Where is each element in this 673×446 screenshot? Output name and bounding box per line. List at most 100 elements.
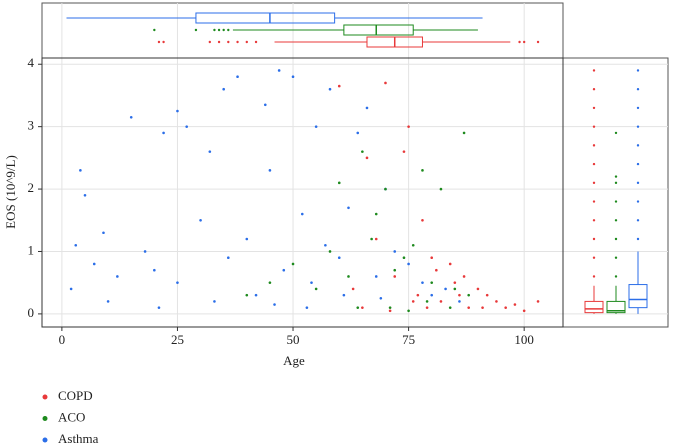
point bbox=[379, 296, 383, 300]
box bbox=[628, 284, 648, 309]
point bbox=[268, 169, 272, 172]
outlier bbox=[194, 28, 198, 32]
point bbox=[213, 300, 216, 303]
point bbox=[504, 306, 507, 309]
point bbox=[153, 268, 156, 272]
point bbox=[351, 287, 355, 291]
legend-marker bbox=[42, 394, 48, 400]
point bbox=[254, 293, 258, 297]
outlier bbox=[614, 181, 618, 185]
outlier bbox=[614, 275, 618, 278]
outlier bbox=[636, 69, 640, 72]
outlier bbox=[236, 40, 239, 44]
point bbox=[347, 275, 350, 278]
point bbox=[236, 75, 239, 79]
box bbox=[584, 300, 604, 314]
point bbox=[92, 262, 96, 266]
point bbox=[393, 268, 397, 272]
point bbox=[374, 275, 378, 278]
x-tick-label: 0 bbox=[59, 332, 66, 347]
point bbox=[476, 287, 480, 291]
outlier bbox=[592, 200, 596, 203]
box bbox=[606, 300, 626, 314]
outlier bbox=[536, 40, 540, 44]
point bbox=[421, 281, 424, 284]
y-tick-label: 0 bbox=[28, 305, 35, 320]
point bbox=[324, 243, 327, 247]
y-tick-label: 1 bbox=[28, 242, 35, 257]
outlier bbox=[636, 200, 640, 203]
point bbox=[421, 218, 424, 222]
point bbox=[448, 306, 452, 309]
point bbox=[462, 131, 466, 135]
point bbox=[116, 275, 119, 278]
point bbox=[347, 206, 350, 210]
point bbox=[361, 306, 364, 309]
y-tick-label: 4 bbox=[28, 55, 35, 70]
point bbox=[430, 293, 434, 297]
outlier bbox=[636, 181, 640, 185]
outlier bbox=[592, 181, 596, 185]
point bbox=[393, 275, 397, 278]
point bbox=[337, 256, 341, 260]
x-tick-label: 75 bbox=[402, 332, 415, 347]
point bbox=[314, 125, 318, 128]
point bbox=[176, 109, 179, 113]
point bbox=[458, 293, 461, 297]
point bbox=[365, 156, 369, 160]
point bbox=[157, 306, 161, 309]
point bbox=[102, 231, 105, 235]
point bbox=[481, 306, 484, 309]
legend-label: Asthma bbox=[58, 431, 99, 446]
point bbox=[342, 293, 346, 297]
box bbox=[195, 12, 336, 24]
point bbox=[453, 287, 457, 291]
point bbox=[310, 281, 313, 284]
point bbox=[439, 187, 443, 191]
point bbox=[222, 87, 225, 91]
point bbox=[273, 303, 276, 306]
point bbox=[425, 306, 429, 309]
point bbox=[407, 125, 410, 128]
y-tick-label: 3 bbox=[28, 118, 35, 133]
outlier bbox=[217, 28, 221, 32]
point bbox=[388, 306, 392, 309]
outlier bbox=[592, 237, 596, 241]
point bbox=[430, 281, 434, 284]
point bbox=[83, 194, 87, 197]
plot-frame bbox=[41, 57, 564, 328]
legend-label: COPD bbox=[58, 388, 93, 403]
legend-label: ACO bbox=[58, 409, 85, 424]
point bbox=[328, 87, 332, 91]
point bbox=[411, 243, 415, 247]
outlier bbox=[592, 162, 596, 166]
outlier bbox=[222, 28, 225, 32]
outlier bbox=[227, 28, 230, 32]
legend-marker bbox=[42, 416, 48, 421]
outlier bbox=[245, 40, 248, 44]
point bbox=[277, 69, 281, 72]
outlier bbox=[614, 219, 618, 222]
point bbox=[143, 250, 147, 253]
point bbox=[421, 169, 424, 172]
outlier bbox=[592, 256, 596, 259]
outlier bbox=[522, 40, 526, 44]
point bbox=[74, 243, 78, 247]
point bbox=[305, 306, 309, 309]
point bbox=[536, 300, 540, 303]
outlier bbox=[153, 28, 156, 32]
point bbox=[79, 169, 82, 172]
outlier bbox=[636, 144, 640, 147]
outlier bbox=[592, 125, 596, 128]
outlier bbox=[162, 40, 165, 44]
point bbox=[462, 275, 466, 278]
legend-marker bbox=[42, 437, 48, 443]
point bbox=[337, 181, 341, 185]
outlier bbox=[592, 69, 596, 72]
point bbox=[425, 300, 429, 303]
point bbox=[402, 256, 406, 260]
x-tick-label: 25 bbox=[171, 332, 184, 347]
point bbox=[453, 281, 457, 284]
point bbox=[388, 309, 392, 313]
